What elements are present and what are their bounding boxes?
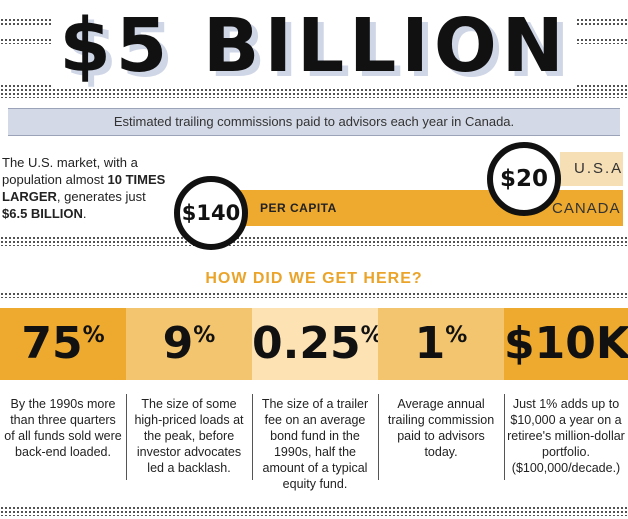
intro-part-2: , generates just (56, 189, 146, 204)
intro-bold-1: 10 TIMES LARGER (2, 172, 166, 204)
intro-text: The U.S. market, with a population almos… (2, 154, 168, 222)
canada-label: CANADA (552, 200, 621, 217)
stat-description-4: Average annual trailing commission paid … (387, 397, 495, 459)
usa-bar (560, 152, 623, 186)
usa-value-circle: $20 (487, 142, 561, 216)
stat-suffix: % (82, 323, 105, 348)
section-question: HOW DID WE GET HERE? (205, 270, 423, 287)
intro-part-1: The U.S. market, with a population almos… (2, 155, 138, 187)
canada-value-circle: $140 (174, 176, 248, 250)
stat-suffix: % (445, 323, 468, 348)
stat-tile-75-percent: 75% (0, 308, 126, 380)
stat-value: 75 (21, 318, 83, 369)
column-divider (252, 394, 253, 480)
stat-description-5: Just 1% adds up to $10,000 a year on a r… (507, 397, 625, 475)
headline: $5 BILLION (0, 0, 628, 92)
column-divider (126, 394, 127, 480)
stat-suffix: % (193, 323, 216, 348)
dotted-band-middle (0, 236, 628, 246)
per-capita-label: PER CAPITA (260, 201, 337, 215)
subtitle-bar: Estimated trailing commissions paid to a… (8, 108, 620, 136)
stat-value: $10K (504, 318, 628, 369)
column-divider (378, 394, 379, 480)
dotted-band-lower (0, 292, 628, 298)
stat-value: 1 (414, 318, 446, 369)
stat-description-3: The size of a trailer fee on an average … (261, 397, 369, 491)
usa-label: U.S.A (574, 160, 624, 177)
stat-tile-0-25-percent: 0.25% (252, 308, 383, 380)
stat-description-2: The size of some high-priced loads at th… (134, 397, 244, 475)
intro-bold-2: $6.5 BILLION (2, 206, 83, 221)
stat-tile-10k: $10K (504, 308, 628, 380)
intro-part-3: . (82, 206, 87, 221)
stat-value: 9 (162, 318, 194, 369)
stat-suffix: % (360, 323, 383, 348)
stat-tile-9-percent: 9% (126, 308, 252, 380)
dotted-band-bottom (0, 506, 628, 516)
column-divider (504, 394, 505, 480)
stat-description-1: By the 1990s more than three quarters of… (4, 397, 122, 459)
stat-tile-1-percent: 1% (378, 308, 504, 380)
stat-value: 0.25 (252, 318, 361, 369)
headline-text: $5 BILLION (51, 3, 577, 89)
